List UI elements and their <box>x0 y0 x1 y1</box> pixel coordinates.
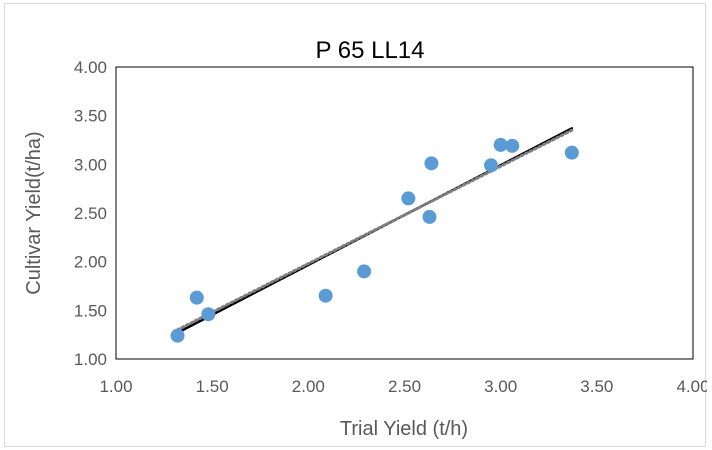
data-point <box>401 191 416 206</box>
data-point <box>564 145 579 160</box>
data-point <box>189 290 204 305</box>
y-axis-ticks: 1.00 1.50 2.00 2.50 3.00 3.50 4.00 <box>74 58 107 369</box>
x-tick-label: 3.50 <box>580 377 613 396</box>
y-tick-label: 4.00 <box>74 58 107 77</box>
dotted-trendline <box>176 128 574 332</box>
y-tick-label: 2.00 <box>74 253 107 272</box>
y-tick-label: 1.50 <box>74 301 107 320</box>
x-axis-title: Trial Yield (t/h) <box>340 418 468 440</box>
x-tick-label: 3.00 <box>484 377 517 396</box>
x-tick-label: 1.00 <box>99 377 132 396</box>
x-tick-label: 2.50 <box>388 377 421 396</box>
y-tick-label: 3.00 <box>74 155 107 174</box>
plot-area <box>115 66 694 360</box>
x-axis-ticks: 1.00 1.50 2.00 2.50 3.00 3.50 4.00 <box>99 377 707 396</box>
scatter-chart: P 65 LL14 1.00 1.50 2.00 2.50 3.00 3.50 4.00 1… <box>23 37 707 440</box>
data-point <box>201 307 216 322</box>
y-tick-label: 1.00 <box>74 350 107 369</box>
data-point <box>505 138 520 153</box>
data-point <box>318 288 333 303</box>
y-tick-label: 2.50 <box>74 204 107 223</box>
chart-title: P 65 LL14 <box>316 37 425 64</box>
data-point <box>357 264 372 279</box>
data-point <box>484 158 499 173</box>
x-tick-label: 1.50 <box>196 377 229 396</box>
y-tick-label: 3.50 <box>74 107 107 126</box>
x-tick-label: 4.00 <box>676 377 707 396</box>
data-point <box>493 137 508 152</box>
data-point <box>422 209 437 224</box>
y-axis-title: Cultivar Yield(t/ha) <box>23 131 45 294</box>
data-point <box>424 156 439 171</box>
data-point <box>170 328 185 343</box>
data-points <box>170 137 579 343</box>
chart-area: P 65 LL14 1.00 1.50 2.00 2.50 3.00 3.50 4.00 1… <box>4 3 707 447</box>
trendlines <box>176 127 574 334</box>
x-tick-label: 2.00 <box>292 377 325 396</box>
